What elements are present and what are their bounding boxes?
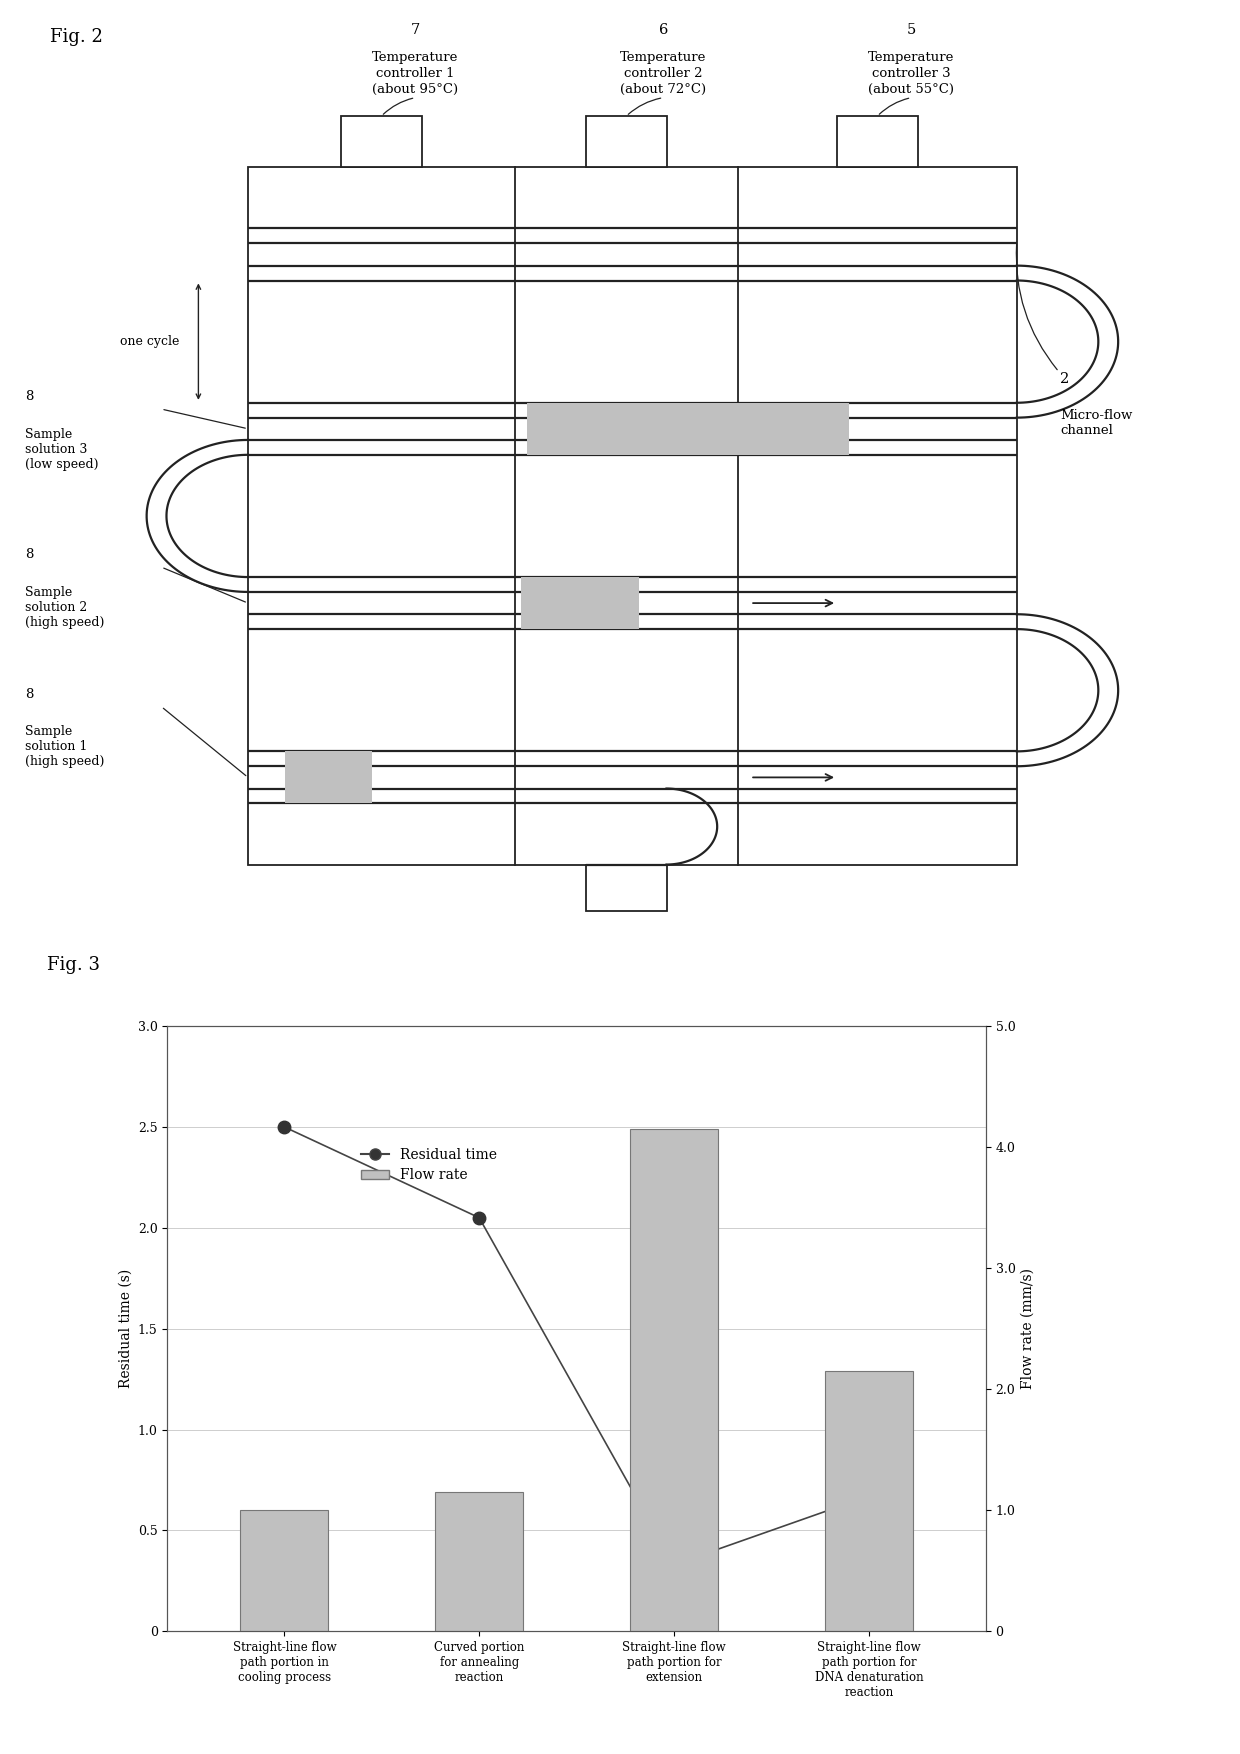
Y-axis label: Residual time (s): Residual time (s) (118, 1270, 133, 1387)
Text: Micro-flow
channel: Micro-flow channel (1060, 409, 1132, 437)
Text: 8: 8 (25, 688, 33, 702)
Text: Temperature
controller 2
(about 72°C): Temperature controller 2 (about 72°C) (620, 51, 707, 96)
Text: 5: 5 (906, 23, 916, 37)
Text: Fig. 3: Fig. 3 (47, 956, 100, 973)
Bar (825, 1372, 913, 1631)
Text: 7: 7 (410, 23, 420, 37)
Bar (241, 1510, 329, 1631)
Text: Sample
solution 1
(high speed): Sample solution 1 (high speed) (25, 724, 104, 768)
Bar (521, 577, 639, 630)
Text: 6: 6 (658, 23, 668, 37)
Bar (341, 116, 422, 167)
Text: Temperature
controller 3
(about 55°C): Temperature controller 3 (about 55°C) (868, 51, 955, 96)
Text: one cycle: one cycle (120, 335, 180, 347)
Bar (837, 116, 918, 167)
Text: Sample
solution 3
(low speed): Sample solution 3 (low speed) (25, 428, 98, 470)
Text: 8: 8 (25, 391, 33, 403)
Bar (248, 167, 1017, 865)
Legend: Residual time, Flow rate: Residual time, Flow rate (356, 1142, 502, 1187)
Text: 8: 8 (25, 549, 33, 561)
Text: Fig. 2: Fig. 2 (50, 28, 103, 46)
Bar (435, 1493, 523, 1631)
Bar (527, 403, 849, 454)
Bar (587, 865, 667, 910)
Bar (587, 116, 667, 167)
Y-axis label: Flow rate (mm/s): Flow rate (mm/s) (1021, 1268, 1035, 1389)
Bar (630, 1130, 718, 1631)
Text: Temperature
controller 1
(about 95°C): Temperature controller 1 (about 95°C) (372, 51, 459, 96)
Text: 2: 2 (1060, 372, 1069, 386)
Bar (285, 751, 372, 803)
Text: Sample
solution 2
(high speed): Sample solution 2 (high speed) (25, 586, 104, 628)
